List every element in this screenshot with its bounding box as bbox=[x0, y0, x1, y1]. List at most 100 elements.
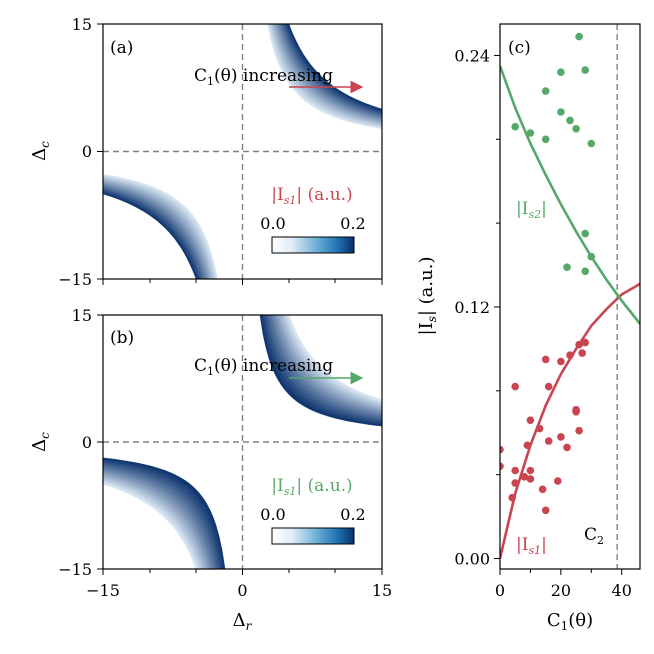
data-point-red bbox=[511, 466, 519, 475]
data-point-red bbox=[572, 405, 580, 414]
panel-b-ytick-label: 15 bbox=[72, 306, 92, 325]
panel-a-arrow-text: C1(θ) increasing bbox=[194, 66, 333, 88]
panel-c-ticks: 0.00 0.12 0.24 0 20 40 bbox=[454, 46, 632, 600]
panel-c-ytick-label: 0.12 bbox=[454, 298, 490, 317]
data-point-red bbox=[511, 382, 519, 391]
panel-b-colorbar-main: |I bbox=[271, 476, 283, 496]
panel-b: 15 0 −15 −15 0 15 Δc Δr (b) C1(θ) increa… bbox=[29, 306, 392, 633]
panel-b-xtick-label: 0 bbox=[237, 581, 247, 600]
panel-c-ytick-label: 0.24 bbox=[454, 46, 490, 65]
data-point-red bbox=[541, 506, 550, 515]
panel-a-ytick-label: 0 bbox=[82, 142, 92, 161]
data-point-green bbox=[566, 116, 574, 125]
is1-label-sub: s1 bbox=[528, 544, 541, 557]
panel-a-ylabel-sub: c bbox=[38, 141, 52, 148]
data-point-green bbox=[572, 125, 580, 133]
data-point-red bbox=[526, 416, 535, 425]
panel-a-ytick-label: 15 bbox=[72, 15, 92, 34]
panel-a: 15 0 −15 Δc (a) C1(θ) increasing |Is1| (… bbox=[29, 15, 383, 289]
panel-c-xlabel-main: C bbox=[547, 610, 561, 631]
data-point-green bbox=[587, 139, 596, 148]
panel-b-xtick-label: −15 bbox=[86, 581, 120, 600]
panel-b-ylabel-sub: c bbox=[38, 432, 52, 439]
data-point-green bbox=[557, 68, 565, 76]
fit-line-red bbox=[500, 282, 640, 559]
panel-b-xtick-label: 15 bbox=[372, 581, 392, 600]
panel-a-ylabel: Δc bbox=[29, 141, 52, 161]
is1-label-main: |I bbox=[516, 535, 528, 555]
data-point-green bbox=[581, 229, 589, 238]
data-point-red bbox=[523, 441, 532, 450]
panel-b-arrow-text: C1(θ) increasing bbox=[194, 356, 333, 378]
panel-b-arrow-main: C bbox=[194, 356, 207, 376]
data-point-red bbox=[544, 382, 553, 391]
data-point-green bbox=[526, 129, 535, 137]
intensity-band-upper-right bbox=[287, 24, 382, 111]
panel-a-label: (a) bbox=[110, 38, 133, 58]
panel-b-xlabel: Δr bbox=[233, 610, 253, 633]
panel-a-arrow-main: C bbox=[194, 66, 207, 86]
panel-b-colorbar-min: 0.0 bbox=[260, 505, 285, 524]
data-point-red bbox=[544, 437, 553, 445]
panel-a-ytick-label: −15 bbox=[58, 270, 92, 289]
panel-c-series-label-is1: |Is1| bbox=[516, 535, 547, 557]
data-point-green bbox=[541, 135, 550, 144]
panel-c-ytick-label: 0.00 bbox=[454, 550, 490, 569]
is2-label-rest: | bbox=[541, 199, 547, 219]
data-point-red bbox=[581, 338, 589, 347]
data-point-green bbox=[581, 66, 589, 74]
panel-b-colorbar-title: |Is1| (a.u.) bbox=[271, 476, 352, 498]
panel-b-ytick-label: 0 bbox=[82, 433, 92, 452]
data-point-red bbox=[575, 426, 583, 435]
data-point-green bbox=[587, 252, 596, 261]
panel-c-xlabel-sub: 1 bbox=[561, 619, 569, 633]
data-point-red bbox=[511, 479, 519, 487]
panel-a-colorbar-min: 0.0 bbox=[260, 214, 285, 233]
data-point-red bbox=[578, 349, 586, 357]
panel-c-series-label-is2: |Is2| bbox=[516, 199, 547, 221]
data-point-green bbox=[563, 263, 571, 272]
panel-b-ytick-label: −15 bbox=[58, 560, 92, 579]
panel-a-arrow-sub: 1 bbox=[207, 75, 214, 88]
fit-line-green bbox=[500, 65, 640, 325]
panel-b-ylabel-main: Δ bbox=[29, 439, 50, 452]
data-point-red bbox=[520, 473, 529, 481]
panel-b-xlabel-sub: r bbox=[246, 619, 253, 633]
data-point-green bbox=[541, 87, 550, 95]
data-point-red bbox=[563, 443, 571, 452]
data-point-green bbox=[581, 267, 589, 276]
panel-b-arrow-rest: (θ) increasing bbox=[214, 356, 333, 376]
panel-a-arrow-rest: (θ) increasing bbox=[214, 66, 333, 86]
panel-a-colorbar-max: 0.2 bbox=[340, 214, 365, 233]
data-point-green bbox=[557, 108, 565, 116]
panel-c-vline-label: C2 bbox=[584, 525, 604, 547]
panel-c-label: (c) bbox=[508, 38, 531, 58]
data-point-red bbox=[575, 340, 583, 349]
is2-label-sub: s2 bbox=[528, 208, 541, 221]
data-point-red bbox=[557, 357, 565, 366]
data-point-red bbox=[554, 477, 562, 485]
panel-c-ylabel-sub: s bbox=[425, 316, 439, 322]
panel-c-xlabel-rest: (θ) bbox=[568, 610, 593, 631]
c2-label-sub: 2 bbox=[597, 534, 604, 547]
panel-c-plot bbox=[500, 24, 640, 569]
panel-a-colorbar-sub: s1 bbox=[284, 194, 297, 207]
panel-a-colorbar-title: |Is1| (a.u.) bbox=[271, 185, 352, 207]
c2-label-main: C bbox=[584, 525, 597, 545]
panel-a-colorbar-rest: | (a.u.) bbox=[296, 185, 352, 205]
panel-c-xtick-label: 0 bbox=[495, 581, 505, 600]
data-point-red bbox=[526, 466, 535, 475]
panel-b-label: (b) bbox=[110, 328, 134, 348]
intensity-band-upper-right bbox=[286, 315, 382, 402]
panel-b-colorbar-rest: | (a.u.) bbox=[296, 476, 352, 496]
panel-a-colorbar bbox=[271, 236, 355, 254]
data-point-red bbox=[526, 475, 535, 483]
panel-c: 0.000.120.240 20 40 |Is| (a.u.) C1(θ) (c) … bbox=[416, 23, 641, 633]
panel-a-ylabel-main: Δ bbox=[29, 148, 50, 161]
panel-c-ylabel-main: |I bbox=[416, 322, 437, 335]
data-point-green bbox=[511, 122, 519, 131]
panel-b-arrow-sub: 1 bbox=[207, 365, 214, 378]
panel-c-xlabel: C1(θ) bbox=[547, 610, 593, 633]
intensity-band-lower-left bbox=[103, 482, 199, 569]
